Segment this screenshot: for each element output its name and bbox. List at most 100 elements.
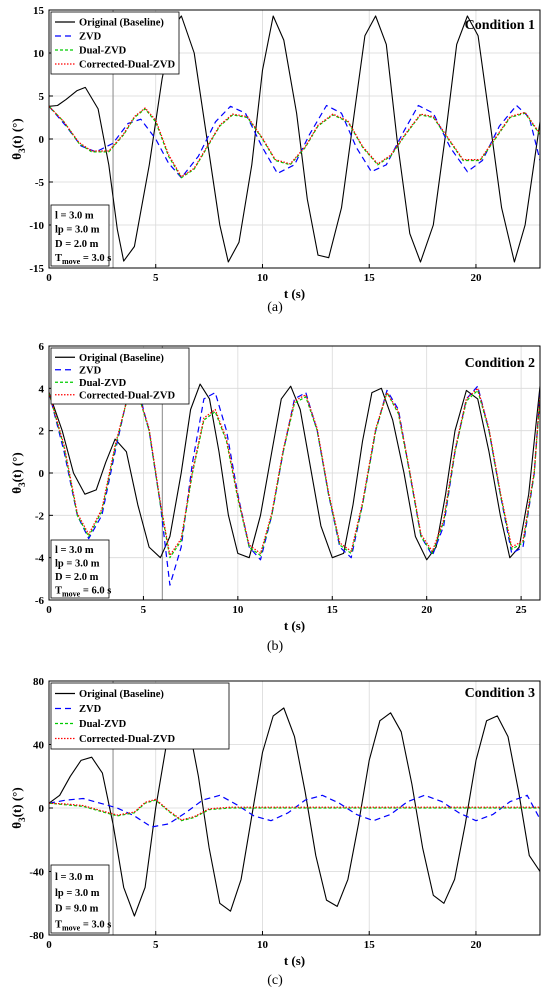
series-group xyxy=(49,15,540,263)
x-tick-label: 10 xyxy=(257,272,269,284)
y-tick-label: 0 xyxy=(39,468,45,480)
y-axis-label-symbol: θ xyxy=(9,153,24,160)
condition-title: Condition 1 xyxy=(465,18,535,33)
param-lp: lp = 3.0 m xyxy=(55,225,100,236)
legend-entry: Original (Baseline) xyxy=(79,353,164,364)
y-tick-label: -80 xyxy=(29,930,44,942)
legend-entry: ZVD xyxy=(79,365,102,376)
legend-entry: ZVD xyxy=(79,32,102,43)
legend-entry: ZVD xyxy=(79,704,102,715)
x-tick-label: 25 xyxy=(516,604,528,616)
param-t-move: Tmove = 3.0 s xyxy=(55,253,111,266)
parameter-box-frame xyxy=(50,204,110,267)
parameter-box-frame xyxy=(50,864,110,934)
legend-entry: Original (Baseline) xyxy=(79,689,164,700)
y-tick-label: 5 xyxy=(39,91,45,103)
y-axis-label-subscript: 3 xyxy=(17,148,27,153)
x-tick-label: 10 xyxy=(232,604,244,616)
panel-caption: (b) xyxy=(267,639,284,654)
param-distance: D = 2.0 m xyxy=(55,239,99,250)
series-group xyxy=(49,707,540,917)
y-axis-label-subscript: 3 xyxy=(17,817,27,822)
x-tick-label: 10 xyxy=(257,939,269,951)
series-line-zvd xyxy=(49,104,540,179)
panel-caption: (a) xyxy=(267,300,283,315)
param-lp: lp = 3.0 m xyxy=(55,558,100,569)
y-tick-label: -2 xyxy=(35,510,45,522)
x-axis-label: t (s) xyxy=(284,618,305,633)
param-t-move-subscript: move xyxy=(62,257,81,266)
x-axis-label: t (s) xyxy=(284,953,305,968)
legend: Original (Baseline) ZVD Dual-ZVD Corrected-… xyxy=(50,682,230,750)
y-axis-label-subscript: 3 xyxy=(17,482,27,487)
y-axis-label-rest: (t) (°) xyxy=(9,787,24,817)
param-t-move-value: = 3.0 s xyxy=(80,253,111,264)
y-tick-label: 80 xyxy=(33,676,45,688)
y-tick-label: -4 xyxy=(35,553,45,565)
param-lp: lp = 3.0 m xyxy=(55,888,100,899)
param-distance: D = 9.0 m xyxy=(55,904,99,915)
y-tick-label: -40 xyxy=(29,867,44,879)
parameter-box: l = 3.0 m lp = 3.0 m D = 9.0 m Tmove = 3.0 … xyxy=(50,864,111,934)
legend-entry: Original (Baseline) xyxy=(79,18,164,29)
param-t-move-value: = 6.0 s xyxy=(80,585,111,596)
y-tick-label: 15 xyxy=(33,5,45,17)
y-tick-label: 40 xyxy=(33,740,45,752)
chart-panel-3: 0 5 10 15 20 -80 -40 0 40 80 t (s) θ3(t) (°) Conditi… xyxy=(9,676,541,988)
y-axis-label-rest: (t) (°) xyxy=(9,118,24,148)
y-tick-label: -6 xyxy=(35,595,45,607)
x-tick-label: 20 xyxy=(470,272,482,284)
x-tick-label: 15 xyxy=(364,939,376,951)
y-axis-label-symbol: θ xyxy=(9,822,24,829)
series-line-dual-zvd xyxy=(49,389,540,559)
x-tick-label: 0 xyxy=(46,604,52,616)
chart-panel-1: 0 5 10 15 20 -15 -10 -5 0 5 10 15 t (s) θ3(t) (°) Cond… xyxy=(9,5,541,315)
y-tick-label: -10 xyxy=(29,220,44,232)
series-line-original-baseline xyxy=(49,707,540,917)
param-length: l = 3.0 m xyxy=(55,210,94,221)
y-tick-label: 0 xyxy=(39,134,45,146)
y-tick-label: -15 xyxy=(29,263,44,275)
series-line-zvd xyxy=(49,794,540,828)
series-line-corrected-dual-zvd xyxy=(49,387,540,557)
param-t-move-value: = 3.0 s xyxy=(80,919,111,930)
series-line-dual-zvd xyxy=(49,799,540,822)
y-tick-label: 0 xyxy=(39,803,45,815)
series-line-corrected-dual-zvd xyxy=(49,105,540,178)
parameter-box: l = 3.0 m lp = 3.0 m D = 2.0 m Tmove = 6.0 … xyxy=(50,539,111,599)
y-axis-label-symbol: θ xyxy=(9,487,24,494)
y-tick-label: -5 xyxy=(35,177,45,189)
y-axis-label: θ3(t) (°) xyxy=(9,118,27,159)
param-distance: D = 2.0 m xyxy=(55,572,99,583)
x-tick-label: 15 xyxy=(327,604,339,616)
x-tick-label: 20 xyxy=(470,939,482,951)
legend: Original (Baseline)ZVD Dual-ZVDCorrected-… xyxy=(50,347,190,405)
param-t-move-symbol: T xyxy=(55,253,62,264)
parameter-box-frame xyxy=(50,539,110,599)
legend-entry: Dual-ZVD xyxy=(79,378,127,389)
y-axis-label-rest: (t) (°) xyxy=(9,452,24,482)
legend-entry: Dual-ZVD xyxy=(79,46,127,57)
y-tick-label: 10 xyxy=(33,48,45,60)
param-t-move: Tmove = 6.0 s xyxy=(55,585,111,598)
legend-entry: Corrected-Dual-ZVD xyxy=(79,734,175,745)
series-line-original-baseline xyxy=(49,15,540,263)
legend-entry: Corrected-Dual-ZVD xyxy=(79,390,175,401)
x-axis-label: t (s) xyxy=(284,286,305,301)
series-line-original-baseline xyxy=(49,383,540,561)
parameter-box: l = 3.0 m lp = 3.0 m D = 2.0 m Tmove = 3.0 … xyxy=(50,204,111,267)
param-t-move: Tmove = 3.0 s xyxy=(55,919,111,932)
series-group xyxy=(49,383,540,586)
x-tick-label: 20 xyxy=(421,604,433,616)
param-t-move-subscript: move xyxy=(62,589,81,598)
condition-title: Condition 2 xyxy=(465,356,535,371)
param-length: l = 3.0 m xyxy=(55,545,94,556)
panel-caption: (c) xyxy=(267,973,283,988)
legend-entry: Dual-ZVD xyxy=(79,719,127,730)
x-tick-label: 5 xyxy=(141,604,147,616)
y-axis-label: θ3(t) (°) xyxy=(9,452,27,493)
y-axis-label: θ3(t) (°) xyxy=(9,787,27,828)
x-tick-label: 0 xyxy=(46,272,52,284)
legend-entry: Corrected-Dual-ZVD xyxy=(79,60,175,71)
